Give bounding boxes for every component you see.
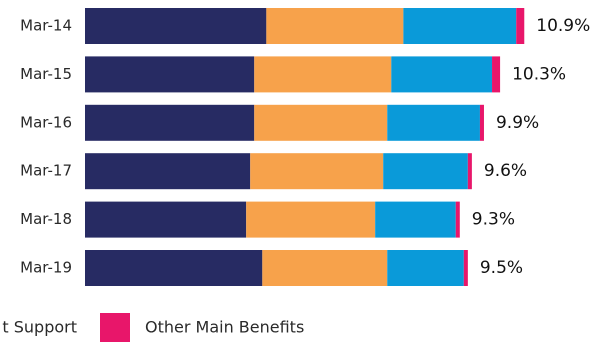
bar-segment bbox=[85, 8, 267, 44]
bar-segment bbox=[254, 104, 388, 141]
bar-segment bbox=[467, 153, 472, 190]
bar-segment bbox=[85, 153, 251, 190]
legend-swatch bbox=[100, 313, 130, 342]
bar-segment bbox=[85, 104, 255, 141]
bar-segment bbox=[262, 250, 388, 286]
total-label: 9.5% bbox=[480, 258, 523, 278]
bar-segment bbox=[463, 250, 468, 286]
category-label: Mar-14 bbox=[20, 17, 72, 35]
bar-segment bbox=[254, 56, 392, 93]
total-label: 9.9% bbox=[496, 113, 539, 133]
bar-segment bbox=[387, 104, 480, 141]
total-label: 9.6% bbox=[484, 161, 527, 181]
category-label: Mar-15 bbox=[20, 65, 72, 83]
bar-segment bbox=[492, 56, 501, 93]
category-label: Mar-17 bbox=[20, 162, 72, 180]
bar-segment bbox=[246, 201, 376, 238]
bar-segment bbox=[85, 201, 247, 238]
bar-segment bbox=[479, 104, 484, 141]
category-label: Mar-18 bbox=[20, 210, 72, 228]
legend-label: Other Main Benefits bbox=[145, 318, 304, 337]
bar-segment bbox=[266, 8, 404, 44]
bar-segment bbox=[375, 201, 456, 238]
bar-segment bbox=[387, 250, 464, 286]
bar-segment bbox=[516, 8, 525, 44]
bar-segment bbox=[383, 153, 468, 190]
total-label: 9.3% bbox=[472, 210, 515, 230]
total-label: 10.9% bbox=[536, 16, 590, 36]
category-label: Mar-19 bbox=[20, 259, 72, 277]
bar-segment bbox=[391, 56, 493, 93]
total-label: 10.3% bbox=[512, 64, 566, 84]
bar-segment bbox=[85, 250, 263, 286]
bar-segment bbox=[250, 153, 384, 190]
bar-segment bbox=[85, 56, 255, 93]
category-label: Mar-16 bbox=[20, 113, 72, 131]
bar-segment bbox=[403, 8, 517, 44]
legend-label: t Support bbox=[2, 318, 77, 337]
bar-segment bbox=[455, 201, 460, 238]
